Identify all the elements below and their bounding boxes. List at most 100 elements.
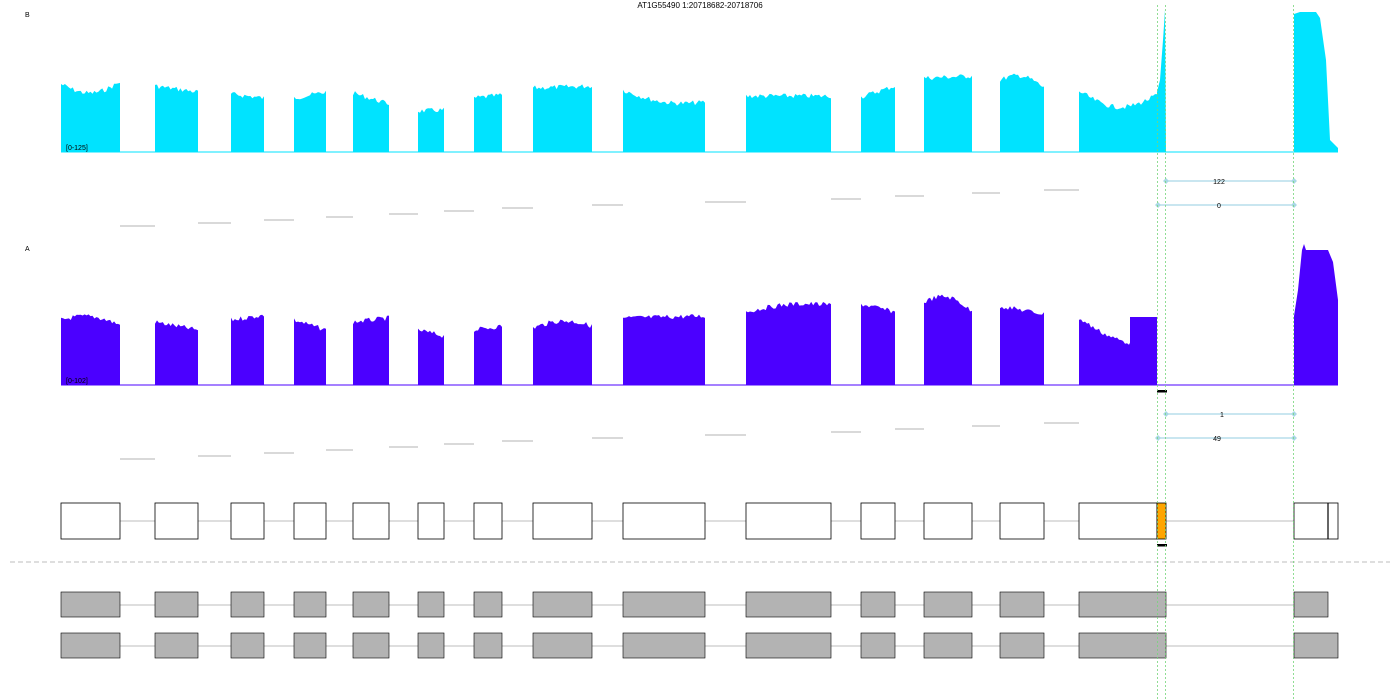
coverage-block: [474, 93, 502, 152]
coverage-block: [533, 319, 592, 385]
junction-track-a: 1 49: [120, 411, 1297, 460]
exon[interactable]: [154, 502, 199, 540]
junction-arc[interactable]: 0: [1155, 202, 1297, 210]
coverage-block: [155, 320, 198, 385]
exon[interactable]: [417, 591, 445, 618]
transcript-model-2: [60, 632, 1339, 659]
exon[interactable]: [60, 591, 121, 618]
junction-arc[interactable]: 49: [1155, 435, 1297, 443]
exon[interactable]: [622, 591, 706, 618]
exon[interactable]: [622, 502, 706, 540]
exon[interactable]: [352, 502, 390, 540]
coverage-block: [474, 324, 502, 385]
exon[interactable]: [293, 502, 327, 540]
coverage-block: [623, 89, 705, 152]
coverage-block: [924, 74, 972, 152]
exon[interactable]: [622, 632, 706, 659]
exon[interactable]: [293, 591, 327, 618]
coverage-block: [1294, 244, 1338, 385]
exon[interactable]: [999, 632, 1045, 659]
exon[interactable]: [1078, 502, 1158, 540]
coverage-block: [1157, 10, 1166, 152]
coverage-block: [231, 314, 264, 385]
exon[interactable]: [417, 632, 445, 659]
exon[interactable]: [745, 632, 832, 659]
coverage-block: [294, 90, 326, 152]
exon[interactable]: [532, 502, 593, 540]
coverage-block: [61, 314, 120, 385]
exon[interactable]: [1293, 632, 1339, 659]
exon[interactable]: [860, 502, 896, 540]
coverage-block: [1000, 306, 1044, 385]
exon[interactable]: [923, 591, 973, 618]
exon[interactable]: [230, 502, 265, 540]
junction-count: 49: [1213, 436, 1221, 443]
junction-count: 1: [1220, 412, 1224, 419]
exon[interactable]: [860, 591, 896, 618]
exon[interactable]: [352, 591, 390, 618]
gene-model-track: [60, 502, 1339, 540]
exon[interactable]: [745, 502, 832, 540]
coverage-block: [746, 301, 831, 385]
coverage-block: [623, 314, 705, 385]
track-b-range: [0-125]: [66, 145, 88, 152]
exon[interactable]: [473, 502, 503, 540]
coverage-plot-b[interactable]: [61, 10, 1338, 153]
coverage-track-b: B [0-125]: [25, 10, 1338, 153]
junction-count: 0: [1217, 203, 1221, 210]
exon[interactable]: [1078, 632, 1167, 659]
junction-count: 122: [1213, 179, 1225, 186]
exon[interactable]: [1293, 591, 1329, 618]
exon[interactable]: [860, 632, 896, 659]
coverage-block: [1079, 91, 1157, 152]
track-a-label: A: [25, 246, 30, 253]
coverage-block: [861, 303, 895, 385]
exon[interactable]: [154, 632, 199, 659]
coverage-block: [533, 84, 592, 152]
exon[interactable]: [999, 502, 1045, 540]
transcript-model-1: [60, 591, 1329, 618]
exon[interactable]: [532, 632, 593, 659]
coverage-plot-a[interactable]: [61, 244, 1338, 386]
coverage-block: [924, 294, 972, 385]
exon[interactable]: [352, 632, 390, 659]
coverage-block: [155, 84, 198, 152]
highlighted-exon[interactable]: [1156, 502, 1167, 540]
exon[interactable]: [417, 502, 445, 540]
exon[interactable]: [999, 591, 1045, 618]
coverage-block: [861, 86, 895, 152]
exon[interactable]: [154, 591, 199, 618]
track-b-label: B: [25, 12, 30, 19]
junction-arc[interactable]: 1: [1163, 411, 1297, 419]
coverage-block: [746, 93, 831, 152]
coverage-block: [1294, 12, 1338, 152]
exon[interactable]: [473, 591, 503, 618]
exon[interactable]: [230, 591, 265, 618]
exon[interactable]: [1078, 591, 1167, 618]
coverage-block: [294, 318, 326, 385]
exon[interactable]: [60, 632, 121, 659]
exon[interactable]: [60, 502, 121, 540]
position-marker: [1157, 390, 1167, 393]
coverage-block: [418, 107, 444, 152]
exon[interactable]: [293, 632, 327, 659]
coverage-block: [353, 315, 389, 385]
exon[interactable]: [473, 632, 503, 659]
exon[interactable]: [923, 502, 973, 540]
region-title: AT1G55490 1:20718682-20718706: [637, 1, 763, 10]
exon[interactable]: [745, 591, 832, 618]
exon[interactable]: [1293, 502, 1339, 540]
coverage-block: [231, 92, 264, 152]
exon[interactable]: [230, 632, 265, 659]
coverage-track-a: A [0-102]: [25, 244, 1338, 393]
junction-track-b: 122 0: [120, 178, 1297, 227]
coverage-block: [61, 82, 120, 152]
exon[interactable]: [923, 632, 973, 659]
coverage-block: [353, 91, 389, 152]
position-marker: [1157, 544, 1167, 547]
coverage-block: [1000, 73, 1044, 152]
exon[interactable]: [532, 591, 593, 618]
junction-arc[interactable]: 122: [1163, 178, 1297, 186]
coverage-block: [418, 328, 444, 385]
